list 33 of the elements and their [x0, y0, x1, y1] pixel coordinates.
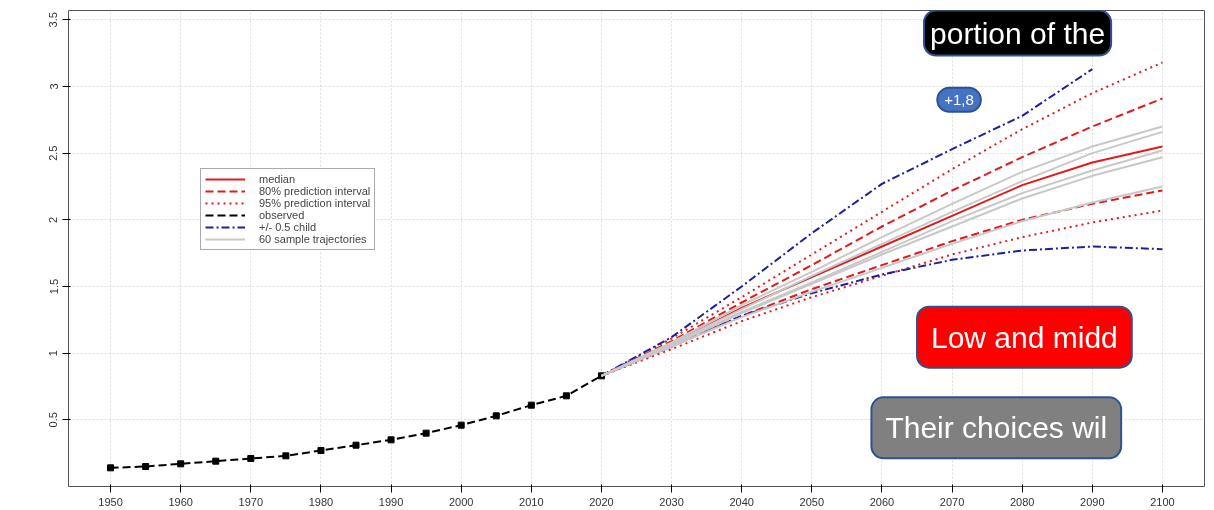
x-tick-label: 2080	[1009, 495, 1035, 508]
x-tick-label: 1960	[168, 495, 193, 508]
x-tick-label: 2000	[448, 495, 474, 508]
annotation: Low and midd	[930, 320, 1118, 354]
y-tick-label: 3.5	[47, 12, 60, 28]
annotation: Their choices wil	[885, 411, 1108, 445]
x-tick-label: 2040	[729, 495, 754, 508]
annotation: +1,8	[944, 90, 974, 108]
x-tick-label: 2090	[1080, 495, 1105, 508]
x-tick-label: 2010	[519, 495, 544, 508]
legend-label: +/- 0.5 child	[259, 221, 317, 233]
y-tick-label: 0.5	[47, 412, 60, 428]
x-tick-label: 2100	[1150, 495, 1175, 508]
x-tick-label: 2070	[939, 495, 965, 508]
legend-label: median	[259, 173, 296, 185]
x-tick-label: 1980	[308, 495, 334, 508]
y-tick-label: 3	[47, 83, 60, 90]
legend-label: 95% prediction interval	[259, 197, 371, 209]
x-tick-label: 2060	[869, 495, 895, 508]
x-tick-label: 2020	[589, 495, 614, 508]
legend-label: 80% prediction interval	[259, 185, 371, 197]
x-tick-label: 1950	[98, 495, 123, 508]
x-tick-label: 2030	[659, 495, 684, 508]
y-tick-label: 2.5	[47, 145, 60, 161]
y-tick-label: 1.5	[47, 278, 60, 295]
x-tick-label: 1990	[378, 495, 404, 508]
annotation: portion of the	[930, 16, 1106, 50]
y-tick-label: 2	[47, 216, 60, 223]
legend-label: 60 sample trajectories	[259, 233, 367, 245]
x-tick-label: 1970	[238, 495, 264, 508]
x-tick-label: 2050	[799, 495, 825, 508]
y-tick-label: 1	[47, 350, 60, 357]
legend-label: observed	[259, 209, 305, 221]
